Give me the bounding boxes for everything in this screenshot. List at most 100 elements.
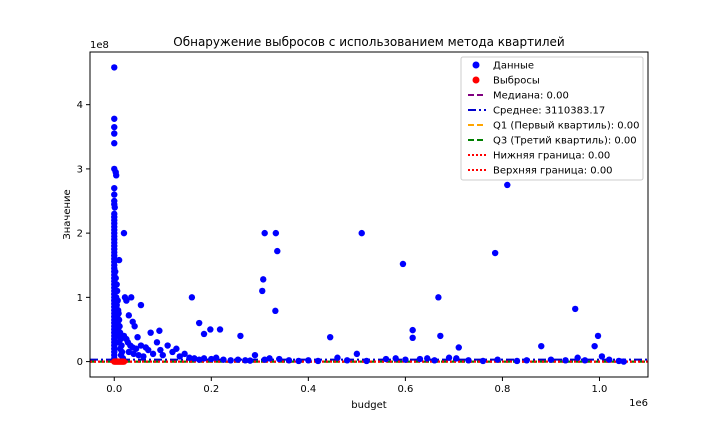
data-point-166 xyxy=(455,344,462,351)
x-axis-label: budget xyxy=(351,400,387,411)
data-point-90 xyxy=(137,301,145,309)
data-point-111 xyxy=(164,342,171,349)
data-point-66 xyxy=(113,301,120,309)
x-axis-ticks: 0.0 0.2 0.4 0.6 0.8 1.0 xyxy=(106,377,607,395)
data-point-124 xyxy=(234,356,242,363)
data-point-173 xyxy=(523,357,530,364)
legend-label-2: Медиана: 0.00 xyxy=(493,91,569,102)
data-point-144 xyxy=(295,357,302,365)
data-point-129 xyxy=(195,319,203,327)
data-point-177 xyxy=(572,305,579,313)
data-point-121 xyxy=(212,354,220,361)
data-point-105 xyxy=(135,351,142,359)
data-point-162 xyxy=(435,294,442,301)
data-point-126 xyxy=(246,357,254,364)
y-tick-label-0: 0 xyxy=(77,357,83,368)
data-point-171 xyxy=(504,181,511,189)
x-tick-label-3: 0.6 xyxy=(397,384,413,395)
data-point-119 xyxy=(200,355,208,362)
data-point-116 xyxy=(186,354,193,361)
chart-title: Обнаружение выбросов с использованием ме… xyxy=(173,35,564,49)
data-point-154 xyxy=(392,355,399,362)
data-point-62 xyxy=(113,281,120,288)
legend-items: Данные Выбросы Медиана: 0.00 Среднее: 31103… xyxy=(468,61,640,177)
legend-box xyxy=(460,56,644,181)
data-point-172 xyxy=(513,357,521,365)
x-tick-label-0: 0.0 xyxy=(106,384,122,395)
data-point-104 xyxy=(130,350,137,358)
data-point-153 xyxy=(382,355,390,363)
data-point-127 xyxy=(251,351,259,359)
data-point-99 xyxy=(132,345,140,352)
data-point-86 xyxy=(125,312,133,319)
data-point-123 xyxy=(227,357,234,364)
data-point-136 xyxy=(261,229,268,237)
data-point-140 xyxy=(261,356,268,363)
y-offset-text: 1e8 xyxy=(90,40,109,51)
data-point-87 xyxy=(128,294,135,301)
y-axis-label: Значение xyxy=(62,189,73,239)
data-point-134 xyxy=(259,287,266,295)
data-point-108 xyxy=(153,339,161,346)
data-point-122 xyxy=(220,356,227,363)
data-point-29 xyxy=(115,256,123,264)
legend: Данные Выбросы Медиана: 0.00 Среднее: 31103… xyxy=(460,56,644,181)
data-point-158 xyxy=(409,334,416,342)
data-point-120 xyxy=(208,355,215,363)
data-point-161 xyxy=(431,357,438,364)
data-point-160 xyxy=(424,355,431,362)
x-tick-label-4: 0.8 xyxy=(494,384,510,395)
data-point-170 xyxy=(494,356,501,363)
data-point-165 xyxy=(453,355,460,362)
data-point-169 xyxy=(491,249,499,257)
data-point-118 xyxy=(195,356,203,363)
data-point-151 xyxy=(358,229,365,237)
x-tick-label-5: 1.0 xyxy=(592,384,608,395)
data-point-85 xyxy=(123,297,130,304)
data-point-138 xyxy=(274,247,281,255)
data-point-185 xyxy=(620,358,627,365)
data-point-114 xyxy=(176,353,183,360)
data-point-183 xyxy=(605,356,613,363)
data-point-92 xyxy=(147,329,154,336)
data-point-83 xyxy=(120,229,128,237)
points-layer xyxy=(111,64,627,365)
x-offset-text: 1e6 xyxy=(629,398,648,409)
data-point-146 xyxy=(314,357,322,365)
data-point-4 xyxy=(111,140,118,147)
data-point-61 xyxy=(112,274,119,282)
data-point-141 xyxy=(266,355,273,362)
data-point-155 xyxy=(399,260,407,268)
data-point-3 xyxy=(111,130,118,137)
legend-label-0: Данные xyxy=(493,61,534,72)
data-point-8 xyxy=(111,184,118,192)
data-point-93 xyxy=(156,327,163,334)
data-point-133 xyxy=(237,332,244,340)
x-tick-label-2: 0.4 xyxy=(300,384,316,395)
data-point-178 xyxy=(574,354,581,361)
data-point-148 xyxy=(334,354,341,361)
legend-marker-1 xyxy=(472,76,480,84)
data-point-167 xyxy=(465,357,472,364)
data-point-0 xyxy=(111,64,118,71)
data-point-115 xyxy=(181,350,188,358)
data-point-175 xyxy=(547,356,555,363)
legend-label-1: Выбросы xyxy=(493,76,540,87)
data-point-103 xyxy=(125,348,133,356)
data-point-130 xyxy=(200,330,208,338)
data-point-168 xyxy=(479,357,487,365)
legend-marker-0 xyxy=(472,61,480,69)
data-point-109 xyxy=(157,346,164,354)
data-point-176 xyxy=(562,357,569,364)
data-point-117 xyxy=(191,355,198,362)
data-point-60 xyxy=(112,268,119,275)
data-point-147 xyxy=(326,333,334,341)
data-point-142 xyxy=(276,355,283,363)
data-point-157 xyxy=(409,326,416,334)
data-point-152 xyxy=(363,357,370,365)
data-point-63 xyxy=(113,287,121,295)
y-tick-label-4: 4 xyxy=(77,100,83,111)
data-point-137 xyxy=(272,229,280,237)
data-point-139 xyxy=(272,307,279,315)
